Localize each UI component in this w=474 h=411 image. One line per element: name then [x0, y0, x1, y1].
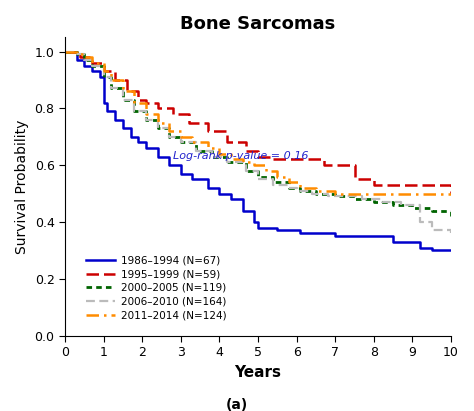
Legend: 1986–1994 (N=67), 1995–1999 (N=59), 2000–2005 (N=119), 2006–2010 (N=164), 2011–2: 1986–1994 (N=67), 1995–1999 (N=59), 2000… [82, 252, 231, 324]
Title: Bone Sarcomas: Bone Sarcomas [181, 15, 336, 33]
X-axis label: Years: Years [235, 365, 282, 380]
Y-axis label: Survival Probability: Survival Probability [15, 119, 29, 254]
Text: Log-rank p-value = 0.16: Log-rank p-value = 0.16 [173, 151, 309, 161]
Text: (a): (a) [226, 398, 248, 411]
